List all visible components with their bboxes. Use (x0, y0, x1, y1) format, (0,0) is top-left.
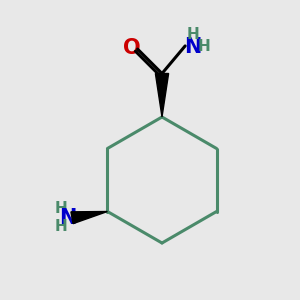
Text: H: H (54, 219, 67, 234)
Polygon shape (71, 212, 107, 224)
Text: H: H (186, 27, 199, 42)
Text: H: H (197, 39, 210, 54)
Text: N: N (184, 37, 201, 56)
Text: O: O (123, 38, 141, 58)
Text: H: H (54, 201, 67, 216)
Polygon shape (155, 74, 169, 117)
Text: N: N (59, 208, 76, 228)
